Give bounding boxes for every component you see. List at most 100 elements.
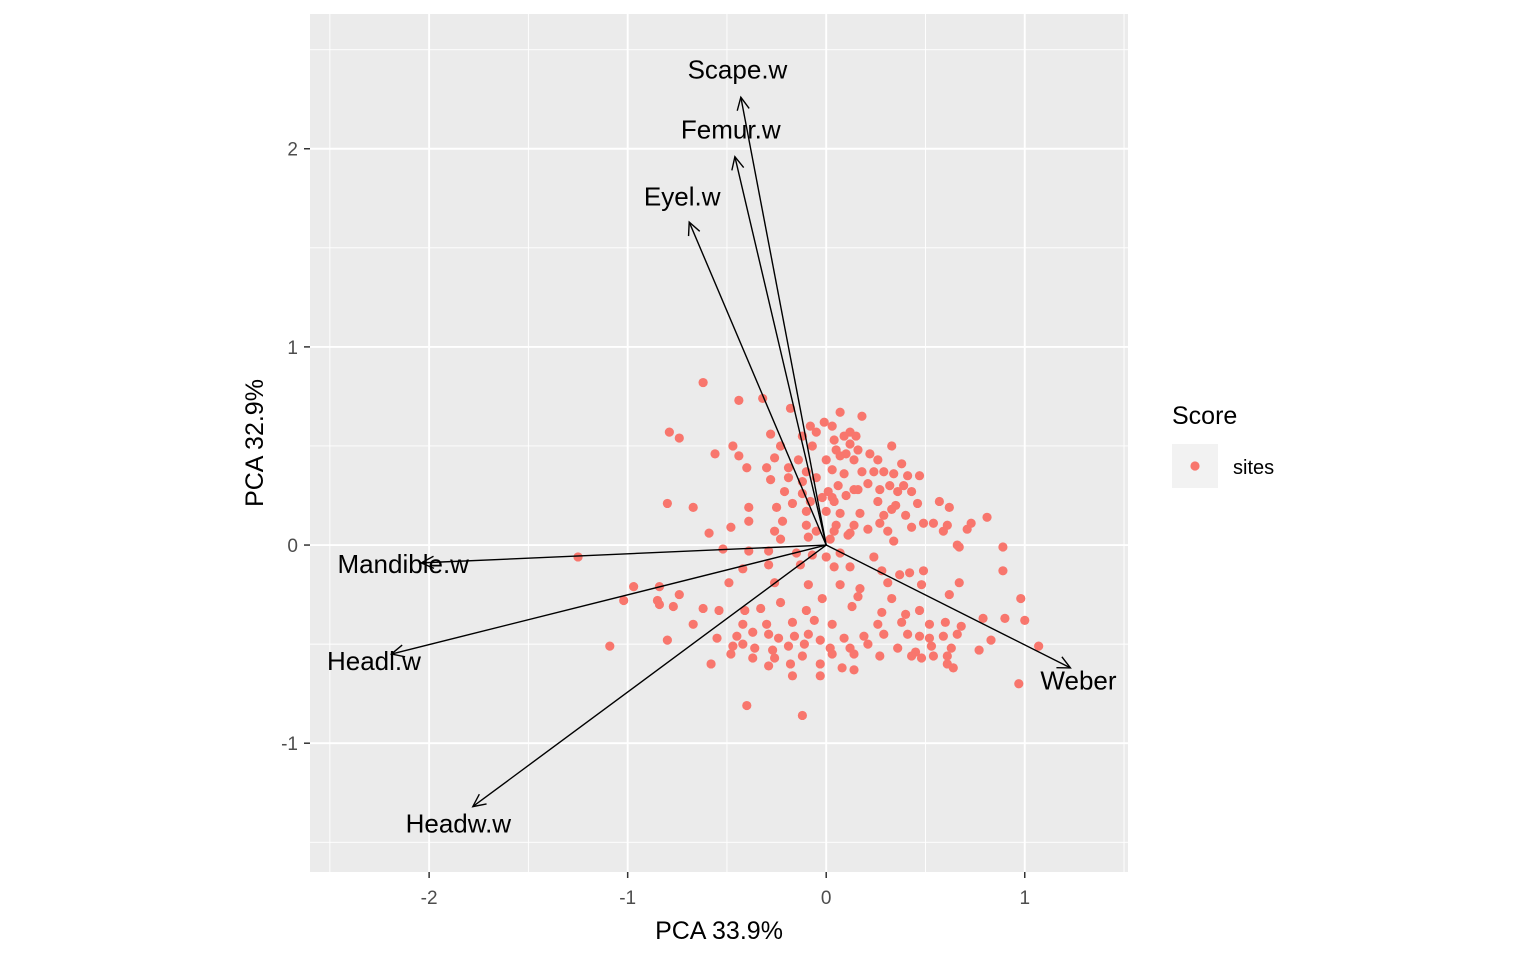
- site-point: [843, 530, 853, 540]
- site-point: [775, 597, 786, 608]
- site-point: [787, 498, 798, 509]
- site-point: [918, 566, 929, 576]
- site-point: [803, 580, 813, 590]
- site-point: [674, 433, 684, 443]
- loading-label: Mandible.w: [337, 549, 469, 579]
- site-point: [811, 526, 821, 536]
- site-point: [954, 578, 964, 588]
- site-point: [835, 580, 845, 590]
- site-point: [662, 498, 672, 509]
- site-point: [829, 562, 839, 572]
- loading-label: Femur.w: [681, 114, 781, 144]
- site-point: [863, 524, 873, 534]
- y-tick-label: 0: [287, 536, 298, 557]
- site-point: [668, 601, 678, 612]
- site-point: [827, 465, 837, 475]
- site-point: [734, 395, 744, 405]
- plot-panel: [310, 14, 1128, 872]
- loading-arrow-head: [471, 793, 487, 808]
- site-point: [887, 504, 897, 514]
- loading-arrow-head: [419, 555, 435, 570]
- legend-label-sites: sites: [1233, 457, 1274, 479]
- site-point: [914, 631, 925, 641]
- site-point: [740, 605, 750, 616]
- site-point: [815, 659, 825, 669]
- site-point: [732, 631, 742, 641]
- site-point: [762, 619, 772, 629]
- site-point: [926, 641, 937, 651]
- site-point: [764, 661, 774, 671]
- site-point: [897, 459, 907, 469]
- site-point: [873, 619, 883, 629]
- loading-labels: Scape.w Femur.w Eyel.w Mandible.w Headl.w Hea…: [327, 55, 1117, 839]
- site-point: [829, 526, 839, 536]
- loading-arrow: [472, 544, 827, 808]
- loading-arrow: [740, 97, 827, 546]
- site-point: [903, 629, 913, 639]
- site-point: [918, 518, 929, 528]
- site-point: [726, 522, 736, 532]
- site-point: [875, 484, 885, 495]
- site-point: [938, 526, 948, 536]
- site-point: [726, 649, 736, 659]
- site-point: [851, 431, 861, 441]
- site-point: [734, 451, 744, 461]
- site-point: [1016, 593, 1026, 604]
- site-point: [698, 603, 708, 614]
- site-point: [944, 589, 954, 600]
- site-point: [827, 421, 837, 431]
- site-point: [841, 490, 851, 501]
- site-point: [869, 467, 879, 477]
- loading-arrow-head: [389, 644, 406, 658]
- site-point: [728, 641, 738, 651]
- site-point: [883, 526, 893, 536]
- site-point: [914, 605, 925, 616]
- site-point: [775, 534, 786, 544]
- site-point: [873, 496, 883, 507]
- site-point: [821, 455, 831, 465]
- site-point: [853, 484, 863, 495]
- site-point: [744, 502, 754, 512]
- site-point: [938, 631, 948, 641]
- site-point: [748, 653, 758, 663]
- site-point: [801, 520, 811, 530]
- site-point: [769, 453, 780, 463]
- site-point: [952, 629, 962, 639]
- site-point: [688, 502, 698, 512]
- site-point: [901, 510, 911, 520]
- site-point: [797, 651, 807, 661]
- site-point: [742, 463, 752, 473]
- site-point: [906, 651, 917, 661]
- site-point: [883, 578, 893, 588]
- site-point: [764, 629, 774, 639]
- loading-arrows: [389, 95, 1072, 808]
- site-point: [766, 475, 776, 485]
- site-point: [839, 469, 849, 479]
- site-point: [887, 441, 897, 451]
- loading-label: Headl.w: [327, 646, 421, 676]
- site-point: [821, 552, 831, 562]
- site-point: [829, 496, 839, 507]
- site-point: [789, 631, 800, 641]
- site-point: [879, 510, 889, 520]
- site-point: [809, 615, 819, 625]
- site-point: [956, 621, 966, 631]
- loading-label: Scape.w: [688, 55, 788, 85]
- site-point: [906, 486, 917, 497]
- site-point: [887, 593, 897, 604]
- site-point: [750, 643, 760, 653]
- loading-arrow-head: [736, 95, 750, 111]
- site-point: [728, 441, 738, 451]
- x-axis-title: PCA 33.9%: [655, 917, 783, 945]
- site-point: [899, 481, 909, 491]
- legend-marker-sites: [1190, 461, 1200, 471]
- site-point: [897, 617, 907, 627]
- site-point: [766, 429, 776, 439]
- loading-arrow: [734, 156, 827, 546]
- loading-arrow: [825, 544, 1071, 669]
- site-point: [845, 439, 855, 449]
- site-point: [742, 700, 752, 711]
- site-point: [998, 542, 1008, 552]
- site-point: [924, 619, 935, 629]
- site-point: [783, 641, 794, 651]
